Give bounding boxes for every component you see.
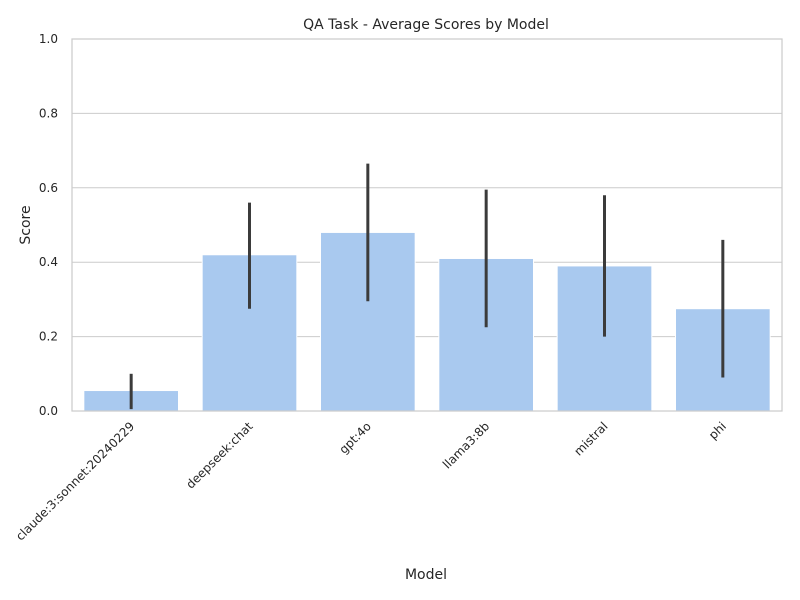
- x-tick-label: mistral: [571, 419, 610, 458]
- x-tick-label: phi: [706, 419, 729, 442]
- y-tick-label: 0.0: [39, 404, 58, 418]
- x-tick-label: claude:3:sonnet:20240229: [13, 419, 137, 543]
- x-tick-label: deepseek:chat: [183, 419, 256, 492]
- y-axis-label: Score: [18, 205, 34, 244]
- y-tick-label: 1.0: [39, 32, 58, 46]
- y-tick-label: 0.6: [39, 181, 58, 195]
- x-tick-label: gpt:4o: [337, 419, 374, 456]
- y-tick-label: 0.2: [39, 330, 58, 344]
- y-tick-label: 0.8: [39, 106, 58, 120]
- error-bars: [129, 163, 725, 410]
- y-tick-label: 0.4: [39, 255, 58, 269]
- plot-frame: [71, 38, 783, 412]
- x-tick-labels: claude:3:sonnet:20240229 deepseek:chat gpt…: [13, 419, 729, 543]
- x-tick-label: llama3:8b: [440, 419, 492, 471]
- x-axis-label: Model: [405, 567, 447, 583]
- y-tick-labels: 0.0 0.2 0.4 0.6 0.8 1.0: [39, 32, 58, 418]
- chart-title: QA Task - Average Scores by Model: [303, 17, 549, 33]
- bars: [83, 231, 771, 412]
